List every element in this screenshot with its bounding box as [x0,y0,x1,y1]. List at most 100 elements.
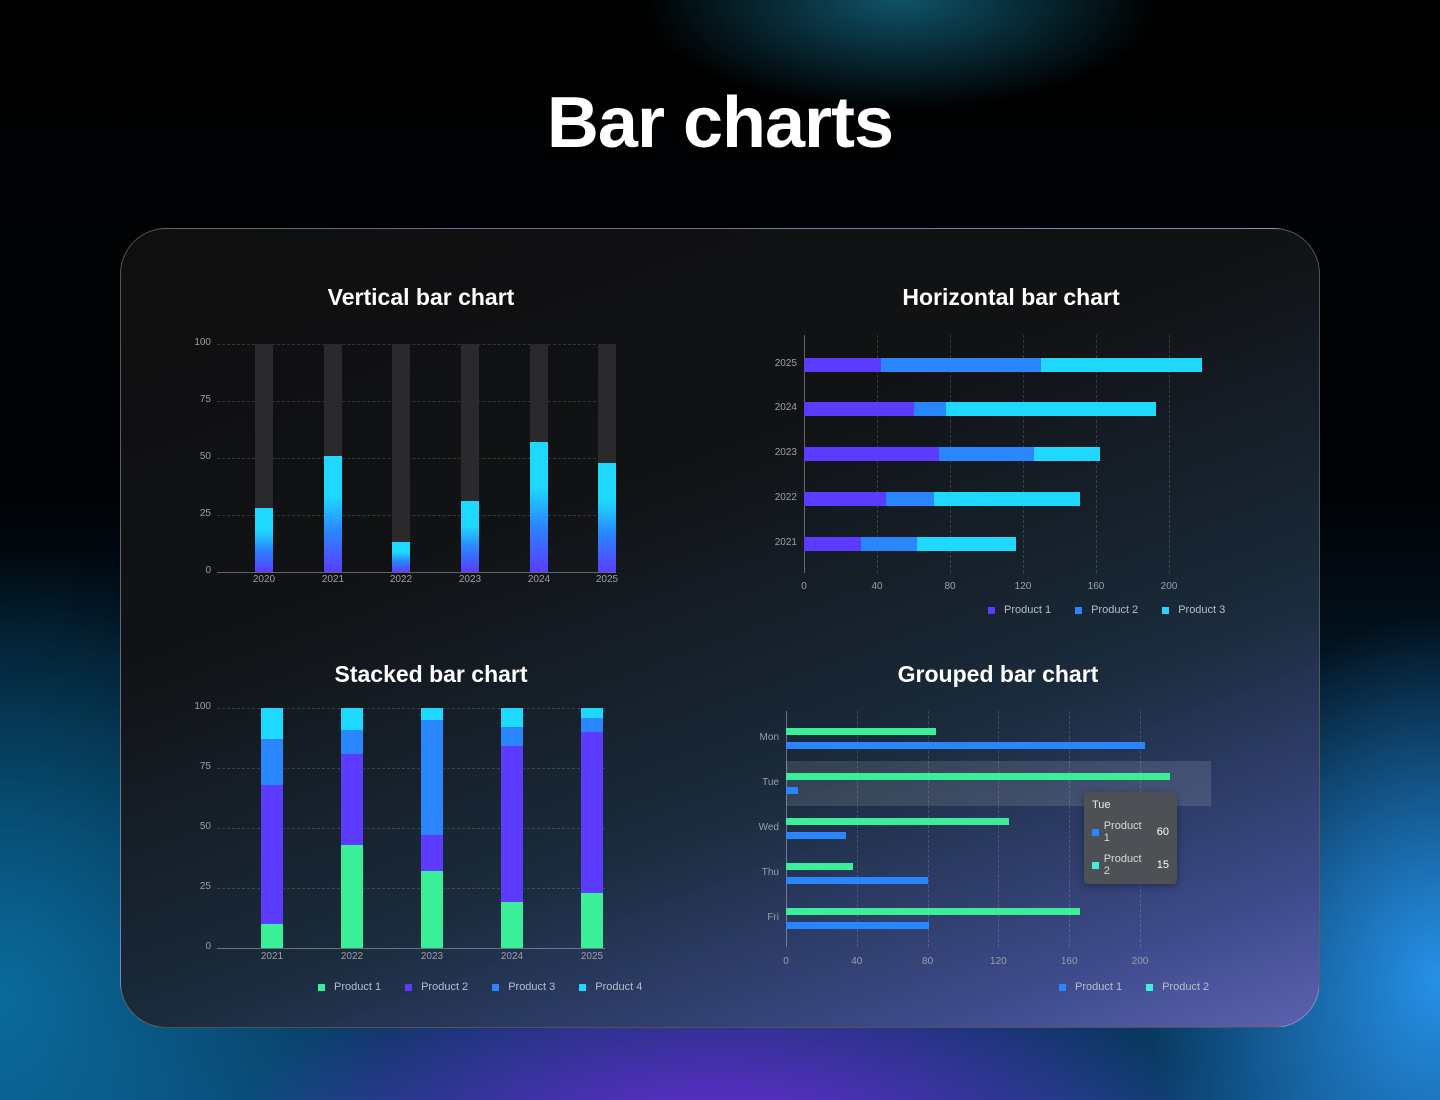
bar-2021-product2[interactable] [261,784,283,924]
chart-legend: Product 1 Product 2 [1059,981,1209,993]
legend-swatch-icon [492,983,500,991]
legend-item[interactable]: Product 2 [1075,604,1138,616]
chart-legend: Product 1 Product 2 Product 3 [988,604,1225,616]
gridline [217,888,605,889]
bar-2024-product2[interactable] [501,746,523,903]
bar-2022-product2[interactable] [341,753,363,845]
y-tick-label: Fri [767,912,779,923]
bar-2023[interactable] [461,501,479,572]
x-tick-label: 2023 [458,574,482,585]
bar-2024-product2[interactable] [913,402,947,416]
bar-2022-product1[interactable] [341,844,363,948]
bar-Mon-product1[interactable] [786,742,1146,749]
legend-item[interactable]: Product 3 [492,981,555,993]
bar-Fri-product1[interactable] [786,922,930,929]
bar-Thu-product1[interactable] [786,877,928,884]
legend-swatch-icon [988,606,995,614]
legend-item[interactable]: Product 3 [1162,604,1225,616]
bar-2024[interactable] [530,442,548,572]
gridline [217,768,605,769]
bar-Wed-product1[interactable] [786,832,847,839]
bar-2025-product1[interactable] [581,892,603,948]
legend-swatch-icon [318,983,325,991]
bar-2023-product3[interactable] [421,720,443,836]
x-tick-label: 2024 [500,951,524,962]
bar-2021-product1[interactable] [261,924,283,948]
bar-2025-product3[interactable] [581,717,603,732]
bar-2024-product4[interactable] [501,708,523,728]
bar-2025-product2[interactable] [880,358,1042,372]
bar-2021-product3[interactable] [261,739,283,785]
legend-item[interactable]: Product 2 [405,981,468,993]
bar-2023-product1[interactable] [804,447,940,461]
legend-item[interactable]: Product 1 [318,981,381,993]
legend-item[interactable]: Product 1 [988,604,1051,616]
bar-Tue-product2[interactable] [786,773,1171,780]
legend-label: Product 2 [1091,604,1139,616]
gridline [1169,335,1170,573]
bar-Fri-product2[interactable] [786,908,1080,915]
bar-2021-product2[interactable] [860,537,918,551]
bar-Tue-product1[interactable] [786,787,799,794]
bar-2023-product2[interactable] [939,447,1034,461]
tooltip-swatch-icon [1092,828,1099,836]
bar-Thu-product2[interactable] [786,863,854,870]
legend-label: Product 1 [1004,604,1052,616]
bar-2023-product3[interactable] [1033,447,1100,461]
bar-2024-product3[interactable] [501,727,523,747]
bar-2025-product1[interactable] [804,358,881,372]
bar-2024-product3[interactable] [946,402,1157,416]
bar-2023-product1[interactable] [421,871,443,948]
bar-2023-product4[interactable] [421,708,443,720]
tooltip-title: Tue [1092,799,1111,811]
legend-item[interactable]: Product 1 [1059,981,1122,993]
x-tick-label: 80 [944,581,956,592]
bar-2024-product1[interactable] [804,402,914,416]
bar-2022-product2[interactable] [886,492,934,506]
vertical-chart-title: Vertical bar chart [327,284,515,310]
bar-2025[interactable] [598,462,616,572]
y-tick-label: 2022 [774,492,797,503]
legend-label: Product 1 [334,981,382,993]
tooltip: Tue Product 1 60 Product 2 15 [1084,792,1177,884]
bar-2021-product4[interactable] [261,708,283,740]
bar-2022-product3[interactable] [341,729,363,754]
stacked-chart-title: Stacked bar chart [334,661,528,687]
bar-Wed-product2[interactable] [786,818,1010,825]
y-tick-label: 2021 [774,537,797,548]
y-tick-label: 25 [199,881,211,892]
bar-2022-product3[interactable] [933,492,1080,506]
x-tick-label: 2020 [252,574,276,585]
y-tick-label: 2025 [774,358,797,369]
bar-2022-product1[interactable] [804,492,887,506]
gridline [217,708,605,709]
bar-2021[interactable] [324,455,342,572]
x-axis [217,572,616,573]
gridline [217,344,616,345]
tooltip-value: 60 [1156,826,1169,838]
legend-swatch-icon [1162,606,1170,614]
gridline [856,711,858,947]
tooltip-row: Product 1 60 [1092,820,1169,844]
legend-swatch-icon [405,983,413,991]
bar-Mon-product2[interactable] [786,728,937,735]
legend-item[interactable]: Product 2 [1146,981,1209,993]
bar-2022-product4[interactable] [341,708,363,730]
x-tick-label: 160 [1087,581,1105,592]
bar-2024-product1[interactable] [501,902,523,948]
bar-2025-product4[interactable] [581,708,603,718]
legend-swatch-icon [1059,983,1066,991]
bar-2025-product3[interactable] [1041,358,1202,372]
bar-2023-product2[interactable] [421,835,443,872]
bar-2021-product3[interactable] [917,537,1016,551]
bar-2022[interactable] [392,542,410,572]
bar-2021-product1[interactable] [804,537,861,551]
y-axis [786,711,787,947]
bar-2025-product2[interactable] [581,732,603,893]
gridline [217,458,616,459]
bar-track [392,344,410,572]
x-axis [217,948,605,949]
x-tick-label: 160 [1060,956,1078,967]
bar-2020[interactable] [255,508,273,572]
legend-item[interactable]: Product 4 [579,981,642,993]
